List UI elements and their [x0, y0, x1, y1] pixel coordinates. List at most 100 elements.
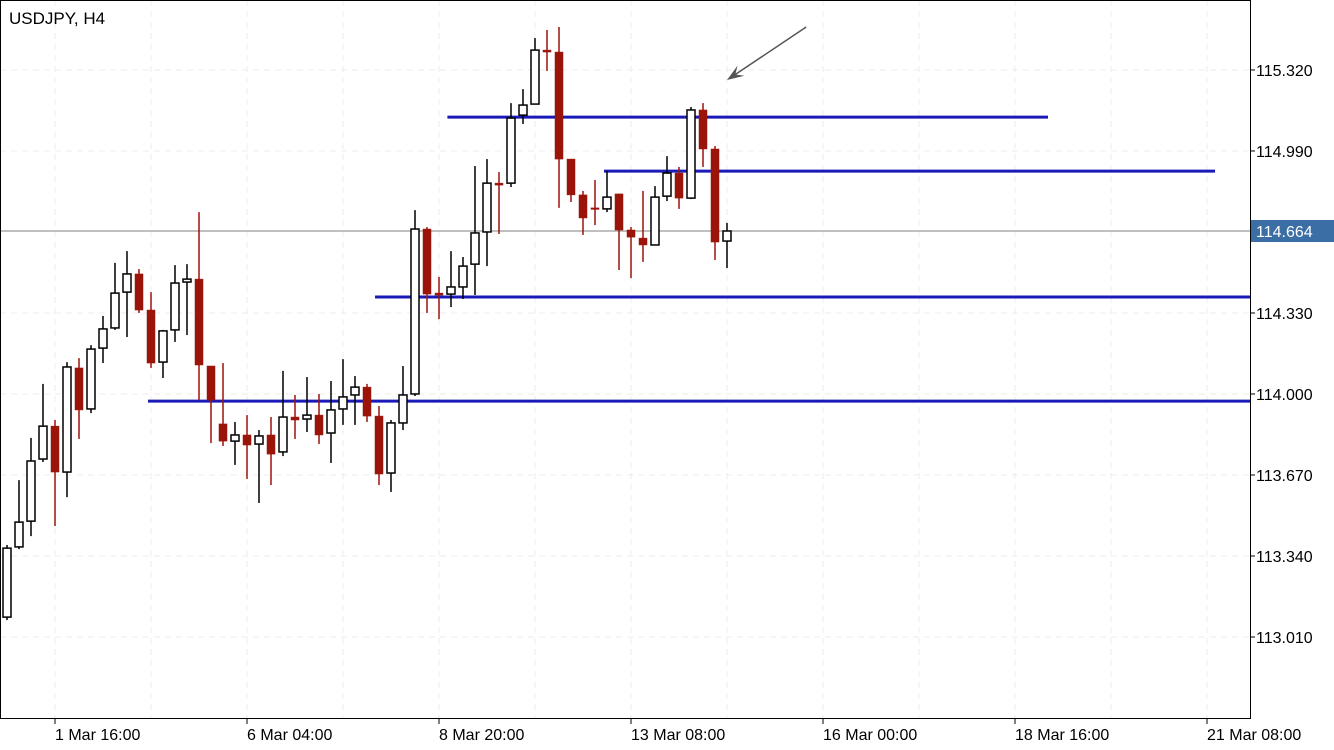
candle — [242, 415, 252, 479]
y-tick-label: 113.010 — [1256, 630, 1313, 647]
candle-body — [278, 416, 288, 453]
candle — [38, 383, 48, 462]
candle — [506, 103, 516, 188]
candle-body — [194, 278, 204, 366]
candle-body — [638, 237, 648, 246]
candle — [434, 276, 444, 320]
candle-body — [26, 460, 36, 522]
plot-border — [0, 0, 1251, 719]
candle-body — [602, 196, 612, 210]
candle — [2, 544, 12, 621]
candle — [566, 158, 576, 203]
candle-body — [86, 348, 96, 410]
x-tick-label: 1 Mar 16:00 — [55, 727, 140, 744]
x-tick-label: 21 Mar 08:00 — [1207, 727, 1301, 744]
y-tick-label: 114.330 — [1256, 306, 1313, 323]
candle-body — [182, 278, 192, 283]
candle-body — [50, 425, 60, 473]
candle-body — [290, 416, 300, 421]
candle — [86, 345, 96, 414]
candle — [686, 107, 696, 200]
candle — [674, 166, 684, 209]
candle-body — [146, 309, 156, 364]
candle — [230, 421, 240, 465]
candle-body — [338, 396, 348, 410]
y-tick-label: 114.000 — [1256, 387, 1313, 404]
candle-body — [398, 394, 408, 424]
candle — [494, 172, 504, 234]
arrow-head-icon — [727, 65, 745, 81]
candle — [554, 27, 564, 208]
x-tick-label: 8 Mar 20:00 — [439, 727, 524, 744]
candle-body — [254, 435, 264, 445]
candle-body — [122, 273, 132, 293]
candle — [290, 394, 300, 439]
candle — [482, 159, 492, 267]
candle — [110, 262, 120, 330]
candle-body — [374, 415, 384, 475]
candle — [650, 186, 660, 246]
candle — [98, 315, 108, 364]
candle — [122, 251, 132, 338]
candle-body — [266, 434, 276, 455]
candle-body — [590, 207, 600, 210]
candle — [266, 417, 276, 486]
candle — [542, 29, 552, 71]
candle-body — [206, 365, 216, 401]
candle-body — [350, 386, 360, 396]
candle — [530, 38, 540, 105]
candle-body — [722, 230, 732, 242]
candle-body — [494, 182, 504, 186]
y-tick-label: 113.340 — [1256, 549, 1313, 566]
candle — [614, 193, 624, 271]
candle — [326, 380, 336, 463]
candle — [50, 419, 60, 527]
candle — [626, 227, 636, 279]
candle — [470, 165, 480, 296]
candle — [662, 156, 672, 202]
candle-body — [302, 414, 312, 420]
candle-body — [134, 273, 144, 311]
candle — [338, 359, 348, 425]
candle — [422, 227, 432, 313]
candle — [218, 363, 228, 447]
candle-body — [686, 109, 696, 199]
candle-body — [386, 422, 396, 474]
candle — [398, 365, 408, 431]
candle-body — [326, 409, 336, 434]
candle — [590, 179, 600, 226]
candle — [26, 437, 36, 537]
candle — [386, 419, 396, 492]
current-price-badge — [1251, 219, 1334, 242]
candle-body — [230, 434, 240, 442]
candle-body — [74, 367, 84, 411]
candle-body — [554, 51, 564, 160]
candle — [710, 146, 720, 260]
x-tick-label: 6 Mar 04:00 — [247, 727, 332, 744]
candle — [722, 222, 732, 269]
candle — [158, 329, 168, 379]
candle-body — [698, 109, 708, 150]
candle-body — [662, 172, 672, 197]
current-price-label: 114.664 — [1256, 224, 1313, 241]
candle-body — [530, 49, 540, 105]
y-tick-label: 115.320 — [1256, 63, 1313, 80]
candle-body — [98, 328, 108, 349]
candle — [182, 264, 192, 336]
candle — [602, 171, 612, 213]
candle — [518, 89, 528, 124]
candle-body — [242, 434, 252, 446]
y-tick-label: 114.990 — [1256, 144, 1313, 161]
candle-body — [158, 330, 168, 363]
x-tick-label: 13 Mar 08:00 — [631, 727, 725, 744]
candle — [62, 362, 72, 498]
candle-body — [482, 182, 492, 233]
candle-body — [626, 229, 636, 238]
y-tick-label: 113.670 — [1256, 468, 1313, 485]
candle — [74, 358, 84, 439]
candle-body — [518, 104, 528, 116]
chart-title: USDJPY, H4 — [9, 9, 106, 28]
candle — [314, 393, 324, 445]
candle — [410, 210, 420, 396]
